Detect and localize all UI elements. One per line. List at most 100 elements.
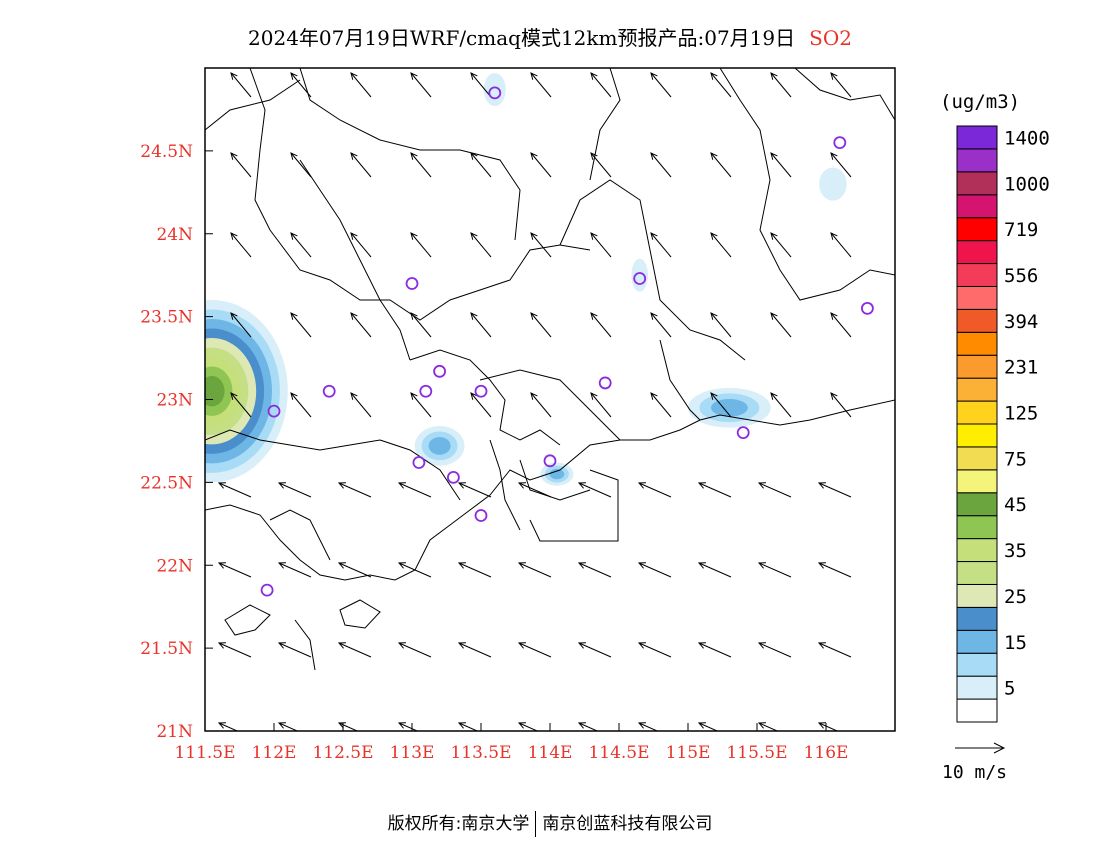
wind-arrow (470, 392, 492, 418)
copyright-text: 版权所有:南京大学 (387, 814, 530, 834)
x-tick-label: 111.5E (174, 743, 235, 763)
colorbar-swatch (956, 538, 998, 563)
boundary-line (205, 429, 461, 501)
wind-arrow (398, 722, 419, 731)
wind-arrow (470, 232, 492, 258)
colorbar-label: 1400 (1004, 127, 1050, 149)
wind-arrow (758, 482, 792, 498)
island-line (294, 619, 316, 671)
boundary-line (299, 159, 411, 361)
colorbar-label: 125 (1004, 403, 1038, 425)
wind-legend-label: 10 m/s (942, 762, 1007, 783)
y-tick-label: 24N (156, 225, 193, 245)
colorbar-unit: (ug/m3) (940, 91, 1020, 113)
station-marker-icon (598, 376, 612, 390)
wind-arrow (338, 642, 372, 658)
arrowhead-icon (530, 72, 538, 80)
wind-arrow (818, 482, 852, 498)
wind-arrow (410, 392, 432, 418)
arrowhead-icon (410, 72, 418, 80)
boundary-line (205, 79, 301, 131)
arrowhead-icon (637, 562, 647, 569)
arrowhead-icon (217, 722, 227, 729)
boundary-line (409, 349, 561, 446)
wind-arrow (710, 232, 732, 258)
colorbar-swatch (956, 377, 998, 402)
arrowhead-icon (830, 152, 838, 160)
arrowhead-icon (457, 642, 467, 649)
wind-arrow (530, 312, 552, 338)
wind-arrow (530, 72, 552, 98)
boundary-line (299, 68, 521, 241)
arrowhead-icon (650, 152, 658, 160)
arrowhead-icon (710, 152, 718, 160)
wind-arrow (410, 152, 432, 178)
arrowhead-icon (817, 562, 827, 569)
colorbar-label: 394 (1004, 311, 1038, 333)
colorbar-swatch (956, 148, 998, 173)
wind-arrow (770, 232, 792, 258)
colorbar-swatch (956, 194, 998, 219)
arrowhead-icon (650, 392, 658, 400)
species-label: SO2 (809, 26, 852, 50)
arrowhead-icon (290, 152, 298, 160)
wind-arrow (230, 392, 252, 418)
y-tick-label: 21.5N (140, 639, 193, 659)
wind-arrow (530, 152, 552, 178)
boundary-line (529, 469, 619, 542)
arrowhead-icon (817, 482, 827, 489)
arrowhead-icon (590, 152, 598, 160)
arrowhead-icon (650, 72, 658, 80)
wind-legend: 10 m/s (942, 742, 1007, 783)
wind-arrow (458, 722, 479, 731)
colorbar-swatch (956, 423, 998, 448)
colorbar-swatch (956, 583, 998, 608)
colorbar-label: 231 (1004, 357, 1038, 379)
wind-arrow (410, 72, 432, 98)
arrowhead-icon (530, 152, 538, 160)
arrowhead-icon (590, 392, 598, 400)
boundary-line (794, 68, 895, 121)
arrowhead-icon (770, 312, 778, 320)
colorbar-swatch (956, 285, 998, 310)
so2-contour (483, 72, 506, 107)
wind-arrow (650, 232, 672, 258)
colorbar-swatch (956, 125, 998, 150)
colorbar-label: 35 (1004, 540, 1027, 562)
colorbar-swatch (956, 469, 998, 494)
colorbar-swatch (956, 515, 998, 540)
wind-arrow (578, 642, 612, 658)
arrowhead-icon (410, 152, 418, 160)
wind-arrow (470, 312, 492, 338)
wind-arrow (398, 562, 432, 578)
map-background (205, 68, 895, 731)
boundary-line (659, 339, 701, 421)
wind-arrow (518, 482, 552, 498)
wind-arrow (458, 482, 492, 498)
wind-arrow (290, 232, 312, 258)
wind-arrow (398, 642, 432, 658)
wind-arrow (458, 562, 492, 578)
wind-arrow (338, 722, 359, 731)
wind-arrow (638, 642, 672, 658)
wind-arrow (770, 392, 792, 418)
wind-arrow (578, 722, 599, 731)
colorbar-swatch (956, 400, 998, 425)
coastline (205, 399, 895, 581)
arrowhead-icon (530, 232, 538, 240)
y-tick-label: 22N (156, 556, 193, 576)
wind-arrow (590, 72, 612, 98)
arrowhead-icon (230, 232, 238, 240)
colorbar-swatch (956, 331, 998, 356)
wind-arrow (698, 722, 719, 731)
arrowhead-icon (757, 562, 767, 569)
wind-arrow (638, 722, 659, 731)
arrowhead-icon (590, 232, 598, 240)
arrowhead-icon (830, 392, 838, 400)
arrowhead-icon (230, 312, 238, 320)
y-axis: 21N 21.5N 22N 22.5N 23N 23.5N 24N 24.5N (140, 142, 213, 742)
station-marker-icon (474, 509, 488, 522)
arrowhead-icon (217, 562, 227, 569)
arrowhead-icon (817, 642, 827, 649)
